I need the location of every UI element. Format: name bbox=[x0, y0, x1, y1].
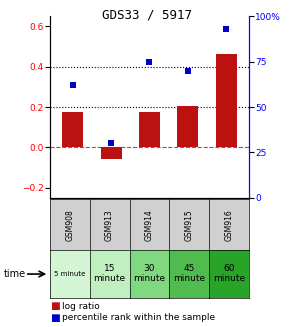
Text: percentile rank within the sample: percentile rank within the sample bbox=[62, 313, 215, 322]
Bar bbox=[177, 106, 198, 147]
Text: ■: ■ bbox=[50, 313, 59, 323]
Bar bbox=[100, 147, 122, 159]
Text: ■: ■ bbox=[50, 301, 59, 311]
Point bbox=[147, 59, 152, 64]
Point bbox=[185, 68, 190, 73]
Text: 5 minute: 5 minute bbox=[54, 271, 86, 277]
Point bbox=[70, 83, 75, 88]
Point bbox=[224, 26, 229, 32]
Bar bbox=[216, 54, 237, 147]
Point bbox=[109, 141, 113, 146]
Text: log ratio: log ratio bbox=[62, 302, 99, 311]
Text: 15
minute: 15 minute bbox=[93, 264, 126, 284]
Text: GSM915: GSM915 bbox=[185, 209, 194, 241]
Text: 60
minute: 60 minute bbox=[213, 264, 245, 284]
Text: time: time bbox=[4, 269, 26, 279]
Text: 30
minute: 30 minute bbox=[133, 264, 166, 284]
Text: GDS33 / 5917: GDS33 / 5917 bbox=[101, 8, 192, 21]
Text: GSM914: GSM914 bbox=[145, 209, 154, 241]
Text: GSM916: GSM916 bbox=[225, 209, 234, 241]
Bar bbox=[139, 112, 160, 147]
Bar bbox=[62, 112, 83, 147]
Text: 45
minute: 45 minute bbox=[173, 264, 205, 284]
Text: GSM908: GSM908 bbox=[65, 209, 74, 241]
Text: GSM913: GSM913 bbox=[105, 209, 114, 241]
